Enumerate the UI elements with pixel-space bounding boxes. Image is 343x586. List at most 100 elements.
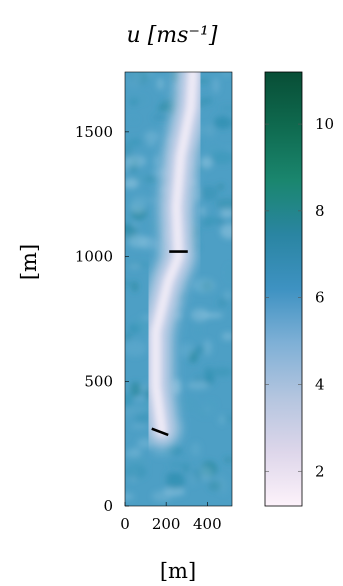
turbulence-blob bbox=[200, 185, 219, 201]
turbulence-blob bbox=[213, 116, 232, 129]
turbulence-blob bbox=[198, 466, 213, 481]
turbulence-blob bbox=[219, 481, 228, 495]
y-tick-label: 1000 bbox=[75, 248, 113, 266]
colorbar-tick-label: 4 bbox=[315, 375, 325, 393]
turbulence-blob bbox=[212, 77, 220, 94]
x-axis-label: [m] bbox=[160, 559, 196, 583]
turbines bbox=[151, 250, 188, 437]
turbulence-blob bbox=[125, 332, 133, 340]
y-tick-label: 500 bbox=[84, 372, 113, 390]
turbulence-blob bbox=[130, 222, 139, 228]
turbulence-blob bbox=[128, 117, 138, 122]
turbulence-blob bbox=[224, 291, 231, 300]
turbulence-blob bbox=[144, 130, 159, 143]
colorbar-tick-label: 10 bbox=[315, 115, 334, 133]
turbulence-blob bbox=[165, 472, 184, 478]
colorbar-tick-label: 8 bbox=[315, 202, 325, 220]
colorbar-gradient bbox=[264, 71, 303, 507]
colorbar: 2 4 6 8 10 bbox=[264, 71, 334, 507]
turbulence-blob bbox=[125, 143, 133, 160]
turbulence-blob bbox=[214, 218, 226, 225]
y-axis-label: [m] bbox=[17, 244, 41, 280]
turbulence-blob bbox=[153, 155, 160, 168]
wake-core bbox=[151, 72, 198, 436]
turbulence-blob bbox=[199, 205, 206, 216]
colorbar-tick-label: 6 bbox=[315, 289, 325, 307]
y-tick-label: 1500 bbox=[75, 123, 113, 141]
chart-title: u [ms⁻¹] bbox=[127, 23, 218, 48]
turbulence-blob bbox=[126, 155, 147, 168]
turbulence-blob bbox=[128, 263, 142, 269]
turbulence-blob bbox=[203, 405, 212, 414]
turbulence-blob bbox=[128, 457, 147, 468]
turbulence-blob bbox=[215, 197, 232, 210]
turbulence-blob bbox=[223, 456, 232, 463]
turbulence-blob bbox=[130, 447, 141, 456]
turbulence-blob bbox=[151, 490, 173, 502]
turbulence-blob bbox=[152, 450, 173, 458]
heatmap-frame bbox=[124, 71, 233, 507]
turbulence-blob bbox=[131, 194, 149, 208]
turbulence-blob bbox=[211, 367, 232, 377]
turbulence-blob bbox=[218, 414, 226, 425]
x-axis: 0 200 400 bbox=[120, 502, 222, 533]
turbulence-blob bbox=[221, 332, 232, 341]
turbulence-blob bbox=[157, 106, 171, 111]
turbulence-blob bbox=[165, 473, 185, 489]
turbulence-blob bbox=[168, 462, 192, 467]
turbulence-blob bbox=[125, 464, 147, 479]
turbulence-blob bbox=[125, 96, 147, 103]
turbulence-blob bbox=[125, 405, 147, 415]
turbulence-blob bbox=[200, 156, 213, 169]
turbulence-blob bbox=[125, 281, 133, 286]
turbulence-blob bbox=[208, 481, 222, 491]
wake-region bbox=[138, 72, 210, 449]
turbine-1 bbox=[151, 427, 169, 437]
turbulence-blob bbox=[225, 147, 232, 152]
turbulence-blob bbox=[210, 151, 232, 165]
turbulence-blob bbox=[148, 222, 161, 229]
turbulence-blob bbox=[202, 339, 213, 356]
turbulence-blob bbox=[132, 173, 148, 182]
turbulence-blob bbox=[192, 278, 216, 293]
turbulence-blob bbox=[131, 281, 139, 293]
turbulence-blob bbox=[226, 265, 232, 280]
turbulence-blob bbox=[218, 105, 232, 111]
turbulence-blob bbox=[125, 178, 139, 189]
turbulence-blob bbox=[217, 297, 228, 308]
turbulence-blob bbox=[195, 323, 202, 337]
turbulence-blob bbox=[180, 343, 194, 358]
turbulence-blob bbox=[220, 223, 232, 239]
turbulence-blob bbox=[220, 208, 232, 218]
velocity-field-heatmap bbox=[125, 72, 232, 506]
turbulence-blob bbox=[206, 123, 215, 138]
x-tick-label: 200 bbox=[152, 515, 181, 533]
turbulence-blob bbox=[220, 72, 232, 77]
turbulence-blob bbox=[130, 424, 149, 429]
turbulence-blob bbox=[125, 393, 133, 407]
x-tick-label: 0 bbox=[120, 515, 130, 533]
turbulence-blob bbox=[130, 381, 141, 398]
turbulence-blob bbox=[190, 308, 210, 322]
turbulence-blob bbox=[156, 77, 164, 91]
turbulence-blob bbox=[190, 473, 198, 486]
turbulence-blob bbox=[201, 221, 213, 227]
turbulence-blob bbox=[146, 141, 156, 148]
turbulence-blob bbox=[182, 464, 190, 473]
turbulence-blob bbox=[194, 375, 201, 383]
x-tick-label: 400 bbox=[193, 515, 222, 533]
colorbar-tick-label: 2 bbox=[315, 462, 325, 480]
turbulence-blob bbox=[217, 183, 225, 190]
turbulence-blob bbox=[152, 114, 171, 121]
turbulence-blob bbox=[132, 137, 141, 144]
turbulence-blob bbox=[125, 493, 134, 501]
turbulence-blob bbox=[203, 366, 214, 380]
turbulence-blob bbox=[131, 72, 141, 86]
turbulence-blob bbox=[127, 234, 149, 248]
y-axis: 0 500 1000 1500 bbox=[75, 123, 129, 515]
y-tick-label: 0 bbox=[103, 497, 113, 515]
turbulence-blob bbox=[186, 381, 209, 390]
turbulence-blob bbox=[190, 442, 201, 457]
turbulence-blob bbox=[178, 397, 198, 412]
